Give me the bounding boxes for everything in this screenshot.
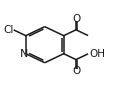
Text: Cl: Cl: [3, 25, 14, 35]
Text: OH: OH: [88, 49, 104, 59]
Text: O: O: [72, 66, 80, 76]
Text: O: O: [72, 14, 80, 24]
Text: N: N: [20, 49, 28, 59]
